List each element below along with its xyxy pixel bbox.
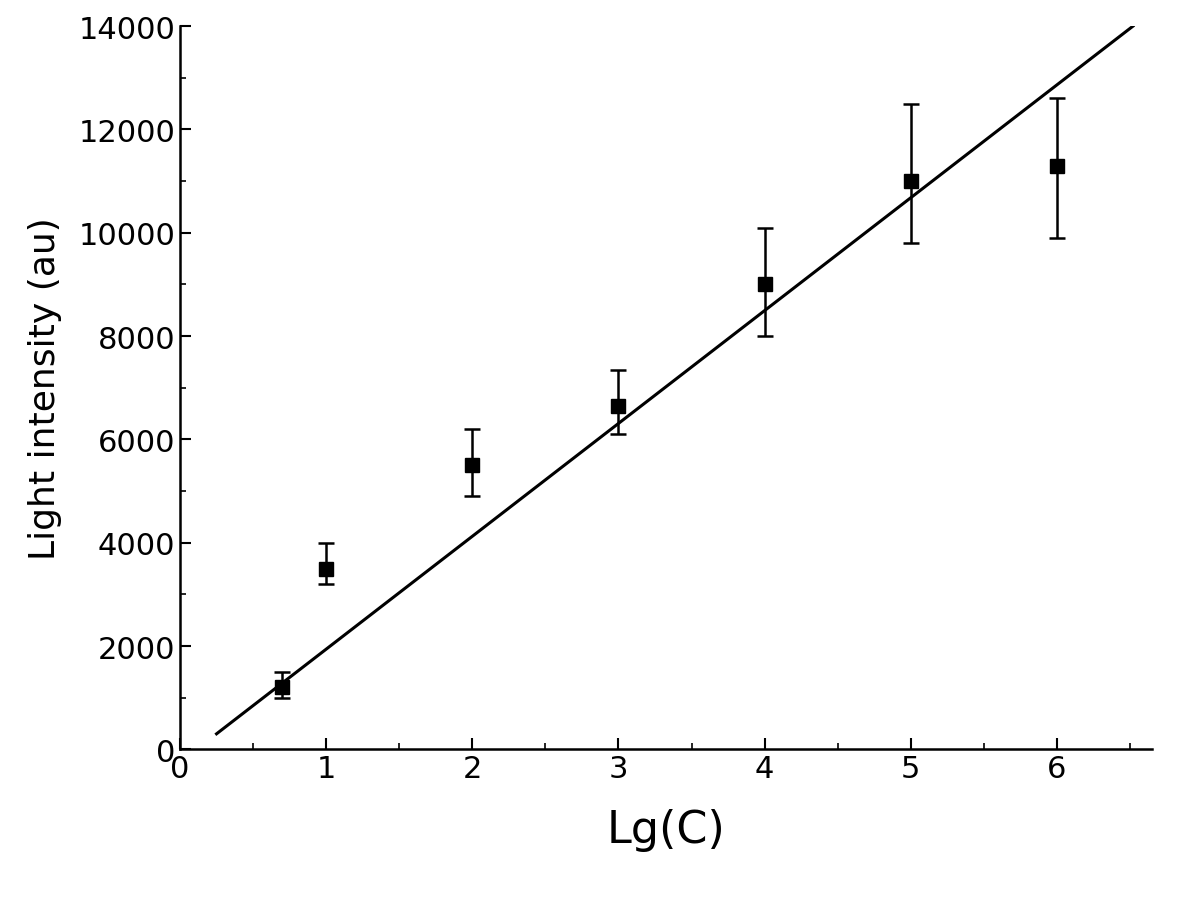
Y-axis label: Light intensity (au): Light intensity (au) (28, 217, 61, 560)
X-axis label: Lg(C): Lg(C) (607, 808, 725, 852)
